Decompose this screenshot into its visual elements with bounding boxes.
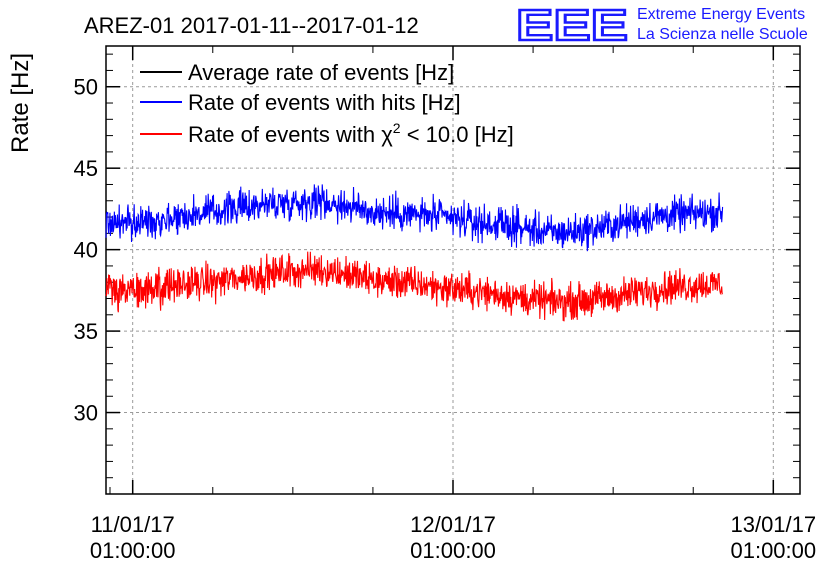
series-line-hits [105,184,724,252]
logo-line-1: Extreme Energy Events [637,6,805,23]
y-tick-labels: 30 35 40 45 50 [74,75,98,426]
y-tick-label: 35 [74,319,98,344]
series-group [105,184,724,322]
x-tick-label-date: 12/01/17 [410,512,496,537]
legend-chi2-suffix: < 10.0 [Hz] [401,122,514,147]
legend-chi2-sup: 2 [393,120,401,136]
legend-label-average: Average rate of events [Hz] [188,60,454,85]
legend-label-hits: Rate of events with hits [Hz] [188,90,461,115]
x-tick-label-time: 01:00:00 [410,538,496,563]
x-tick-label-date: 13/01/17 [730,512,816,537]
x-tick-label-time: 01:00:00 [90,538,176,563]
y-tick-label: 40 [74,238,98,263]
legend-chi2-symbol: χ [381,122,393,147]
y-tick-label: 45 [74,156,98,181]
eee-logo-mark: EEE [516,1,628,50]
grid-lines [106,46,800,494]
logo-line-2: La Scienza nelle Scuole [637,26,808,43]
legend-label-chi2: Rate of events with χ2 < 10.0 [Hz] [188,120,514,147]
chart-title: AREZ-01 2017-01-11--2017-01-12 [84,13,419,38]
x-tick-label-time: 01:00:00 [730,538,816,563]
eee-logo: EEE Extreme Energy Events La Scienza nel… [515,0,808,51]
x-tick-labels: 11/01/1701:00:0012/01/1701:00:0013/01/17… [90,512,816,563]
y-tick-label: 50 [74,75,98,100]
x-tick-label-date: 11/01/17 [91,512,175,537]
legend-chi2-prefix: Rate of events with [188,122,381,147]
legend: Average rate of events [Hz] Rate of even… [140,60,514,147]
y-tick-label: 30 [74,401,98,426]
y-axis-label: Rate [Hz] [7,53,34,153]
series-line-chi2 [105,251,724,322]
